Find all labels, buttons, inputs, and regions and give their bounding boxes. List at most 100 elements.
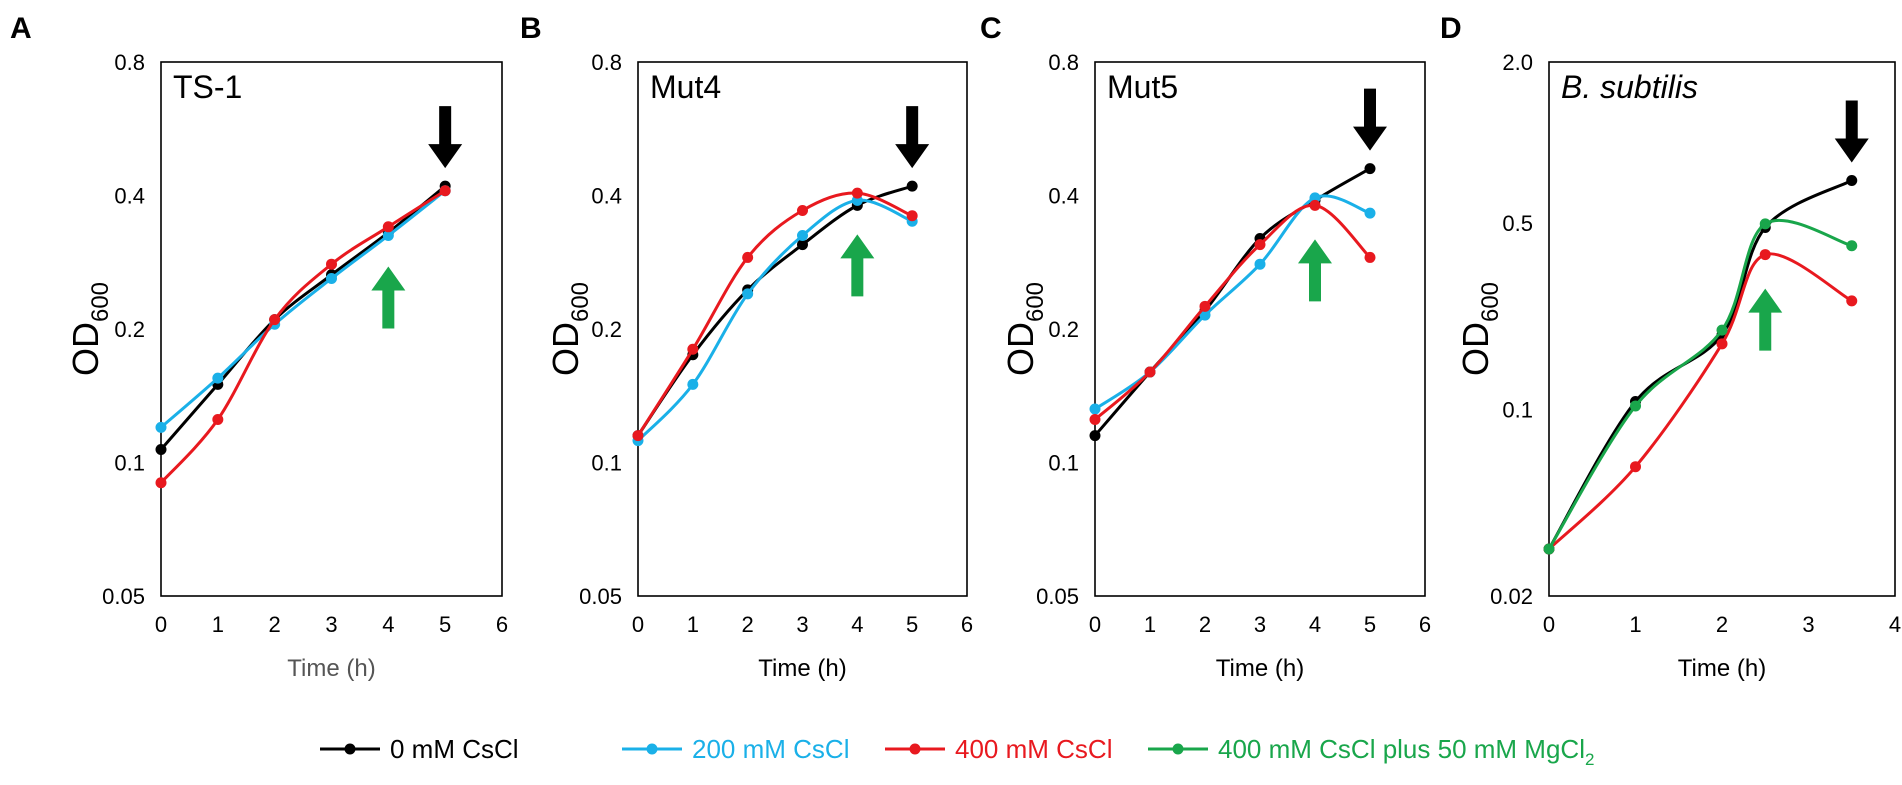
black-arrow-icon: [1353, 88, 1387, 151]
series-line: [159, 189, 446, 484]
legend-marker: [646, 743, 658, 755]
green-arrow-icon: [1748, 288, 1783, 351]
data-point: [1716, 324, 1728, 336]
y-tick-label: 0.1: [1502, 397, 1533, 422]
data-point: [212, 414, 224, 426]
x-tick-label: 6: [961, 612, 973, 637]
y-tick-label: 0.2: [1048, 317, 1079, 342]
plot-frame: [1548, 61, 1896, 597]
panel-letter: D: [1440, 12, 1462, 45]
legend-item: 0 mM CsCl: [320, 734, 519, 764]
black-arrow-icon: [895, 106, 930, 169]
data-point: [906, 210, 918, 222]
x-tick-label: 5: [906, 612, 918, 637]
legend-label-main: 400 mM CsCl: [955, 734, 1112, 764]
x-axis-label: Time (h): [758, 655, 846, 682]
x-tick-label: 2: [1716, 612, 1728, 637]
y-axis-label-main: OD: [65, 322, 106, 376]
x-axis-label: Time (h): [1678, 655, 1766, 682]
y-tick-label: 0.5: [1502, 211, 1533, 236]
plot-frame: [637, 61, 968, 597]
panel-letter: C: [980, 12, 1002, 45]
x-tick-label: 3: [1802, 612, 1814, 637]
legend-label-main: 400 mM CsCl plus 50 mM MgCl: [1218, 734, 1585, 764]
panel-letter: B: [520, 12, 542, 45]
x-tick-label: 0: [1089, 612, 1101, 637]
series-0-mm-cscl: [632, 180, 918, 442]
x-axis-label: Time (h): [1216, 655, 1304, 682]
data-point: [1089, 403, 1101, 415]
data-point: [1759, 218, 1771, 230]
plot-frame: [1094, 61, 1426, 597]
data-point: [742, 251, 754, 263]
series-line: [160, 189, 447, 429]
panel-letter: A: [10, 12, 32, 45]
data-point: [1199, 300, 1211, 312]
data-point: [326, 258, 337, 270]
y-tick-label: 0.2: [591, 317, 622, 342]
x-tick-label: 2: [742, 612, 754, 637]
data-point: [1254, 258, 1266, 270]
panel-a: A TS-1 0.05 0.1 0.2 0.4 0.8 0 1 2 3 4 5 6 Time (h) OD60…: [10, 12, 508, 682]
panel-d: D B. subtilis 0.02 0.1 0.5 2.0 0 1 2 3 4 Time (h) OD…: [1440, 12, 1901, 682]
y-axis-label: OD600: [65, 282, 114, 376]
data-point: [155, 443, 167, 455]
series-line: [1547, 179, 1853, 550]
y-axis-label-main: OD: [545, 322, 586, 376]
panel-title: Mut4: [650, 69, 721, 105]
y-axis-label: OD600: [1455, 282, 1504, 376]
y-axis-label-main: OD: [1000, 322, 1041, 376]
legend-label: 200 mM CsCl: [692, 734, 849, 764]
data-point: [439, 185, 451, 197]
black-arrow-icon: [1834, 100, 1869, 163]
data-point: [1199, 309, 1211, 321]
panel-title: B. subtilis: [1561, 69, 1698, 105]
x-tick-label: 0: [632, 612, 644, 637]
y-tick-label: 0.1: [591, 451, 622, 476]
y-tick-label: 0.4: [591, 184, 622, 209]
black-arrow-icon: [428, 106, 463, 169]
x-tick-label: 3: [1254, 612, 1266, 637]
y-tick-label: 0.2: [114, 317, 145, 342]
x-tick-label: 4: [851, 612, 863, 637]
data-point: [382, 221, 394, 233]
y-tick-label: 2.0: [1502, 50, 1533, 75]
y-axis-label: OD600: [545, 282, 594, 376]
y-tick-label: 0.1: [114, 451, 145, 476]
green-arrow-icon: [371, 266, 406, 329]
data-point: [687, 343, 699, 355]
green-arrow-icon: [840, 234, 875, 297]
data-point: [1630, 461, 1641, 473]
legend-marker: [909, 743, 921, 755]
data-point: [797, 205, 808, 217]
series-400-mm-cscl: [155, 185, 451, 489]
data-point: [687, 378, 699, 390]
series-line: [1093, 167, 1371, 437]
x-tick-label: 3: [796, 612, 808, 637]
series-line: [636, 198, 913, 442]
data-point: [1364, 163, 1376, 175]
data-point: [906, 180, 918, 192]
green-arrow-icon: [1298, 239, 1332, 302]
series-400-mm-cscl: [1089, 199, 1376, 426]
y-axis-label-main: OD: [1455, 322, 1496, 376]
x-tick-label: 1: [1629, 612, 1641, 637]
data-point: [1630, 400, 1641, 412]
data-point: [797, 239, 808, 251]
data-point: [797, 229, 808, 241]
panel-b: B Mut4 0.05 0.1 0.2 0.4 0.8 0 1 2 3 4 5 6 Time (h) OD60…: [520, 12, 973, 682]
y-tick-label: 0.05: [579, 584, 622, 609]
data-point: [851, 187, 863, 199]
x-tick-label: 6: [1419, 612, 1431, 637]
y-axis-label-sub: 600: [87, 282, 114, 322]
x-axis-label: Time (h): [287, 655, 375, 682]
legend-label-main: 200 mM CsCl: [692, 734, 849, 764]
series-400-mm-cscl-plus-50-mm-mgcl2: [1543, 218, 1858, 555]
y-axis-label-sub: 600: [567, 282, 594, 322]
legend-label-main: 0 mM CsCl: [390, 734, 519, 764]
series-0-mm-cscl: [1089, 163, 1376, 442]
data-point: [1846, 295, 1858, 307]
data-point: [155, 421, 167, 433]
